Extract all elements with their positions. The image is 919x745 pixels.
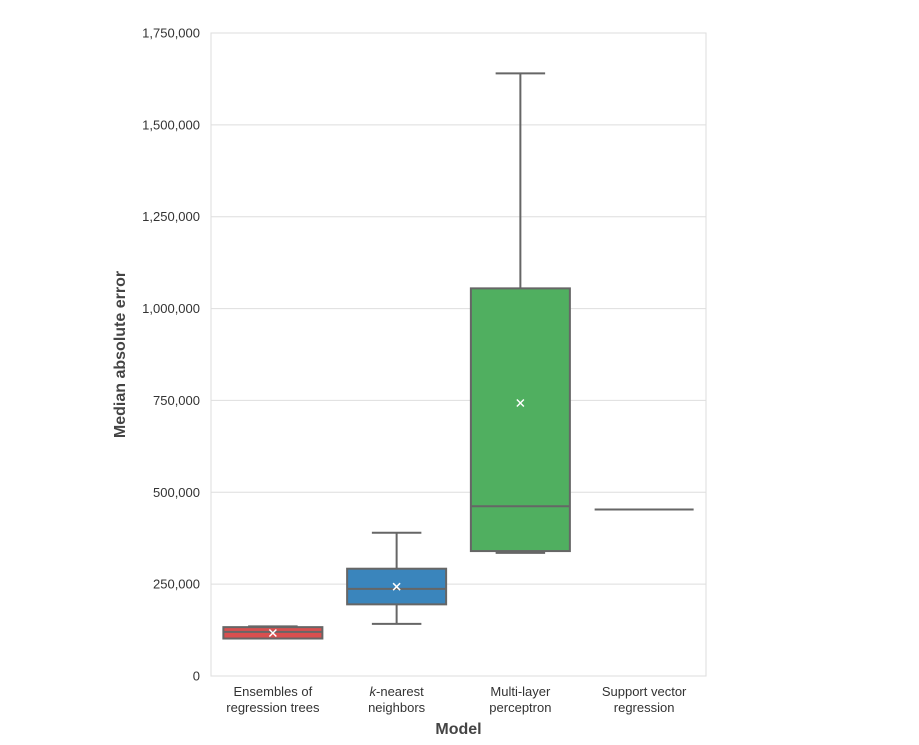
box-group: [469, 72, 571, 554]
y-tick-label: 750,000: [153, 393, 200, 408]
x-axis-title: Model: [435, 721, 481, 738]
y-tick-label: 1,250,000: [142, 209, 200, 224]
y-axis-title: Median absolute error: [112, 271, 129, 438]
mean-marker: [392, 582, 401, 591]
y-tick-label: 1,750,000: [142, 26, 200, 41]
box-group: [222, 625, 324, 640]
x-tick-label: regression trees: [226, 700, 320, 715]
mean-marker: [268, 628, 277, 638]
y-tick-label: 0: [193, 669, 200, 684]
y-tick-label: 500,000: [153, 485, 200, 500]
y-axis-ticks: 0 250,000 500,000 750,000 1,000,000 1,250,000…: [142, 26, 200, 684]
x-tick-label: neighbors: [368, 700, 426, 715]
y-tick-label: 1,000,000: [142, 301, 200, 316]
x-tick-label: Multi-layer: [490, 684, 551, 699]
plot-frame: [210, 32, 707, 677]
y-tick-label: 250,000: [153, 577, 200, 592]
x-tick-label: regression: [614, 700, 675, 715]
x-tick-label: k-nearest: [370, 684, 425, 699]
grid-lines: [211, 32, 706, 677]
y-tick-label: 1,500,000: [142, 117, 200, 132]
box-group: [346, 531, 448, 625]
x-tick-label: perceptron: [489, 700, 551, 715]
mean-marker: [516, 398, 525, 408]
boxes: [222, 72, 694, 640]
x-tick-label: Ensembles of: [233, 684, 312, 699]
x-tick-label: Support vector: [602, 684, 687, 699]
box-iqr: [469, 287, 571, 553]
